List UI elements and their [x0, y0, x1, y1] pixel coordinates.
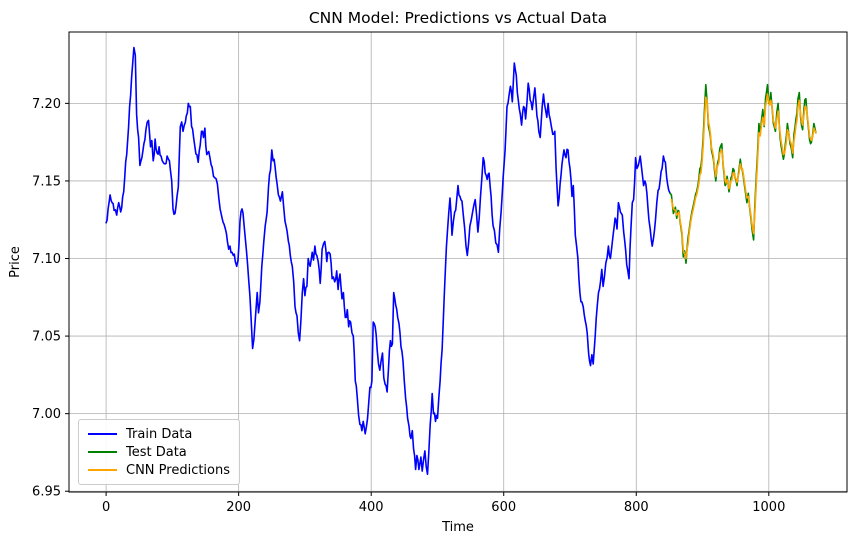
svg-text:7.00: 7.00 [32, 407, 61, 422]
svg-text:1000: 1000 [752, 500, 785, 515]
svg-text:6.95: 6.95 [32, 485, 61, 500]
chart-title: CNN Model: Predictions vs Actual Data [309, 9, 607, 27]
legend-label-test-data: Test Data [126, 444, 187, 460]
svg-text:400: 400 [359, 500, 384, 515]
svg-text:800: 800 [624, 500, 649, 515]
svg-text:200: 200 [226, 500, 251, 515]
y-axis-label: Price [8, 246, 23, 278]
svg-text:600: 600 [491, 500, 516, 515]
test-data-line-swatch [88, 451, 117, 453]
legend-item-test-data: Test Data [88, 445, 230, 460]
legend: Train Data Test Data CNN Predictions [78, 419, 240, 485]
legend-label-train-data: Train Data [126, 426, 193, 442]
data-series [105, 46, 817, 475]
cnn-predictions-line-swatch [88, 469, 117, 471]
svg-text:0: 0 [102, 500, 110, 515]
legend-item-cnn-predictions: CNN Predictions [88, 463, 230, 478]
legend-label-cnn-predictions: CNN Predictions [126, 462, 231, 478]
x-axis-label: Time [441, 520, 474, 535]
gridlines [69, 32, 847, 492]
svg-text:7.10: 7.10 [32, 252, 61, 267]
svg-text:7.05: 7.05 [32, 330, 61, 345]
svg-text:7.15: 7.15 [32, 174, 61, 189]
svg-text:7.20: 7.20 [32, 97, 61, 112]
legend-item-train-data: Train Data [88, 427, 230, 442]
train-data-line-swatch [88, 433, 117, 435]
axes: 0 200 400 600 800 1000 6.95 7.00 7.05 7.10 7.15 7.2… [32, 31, 848, 515]
